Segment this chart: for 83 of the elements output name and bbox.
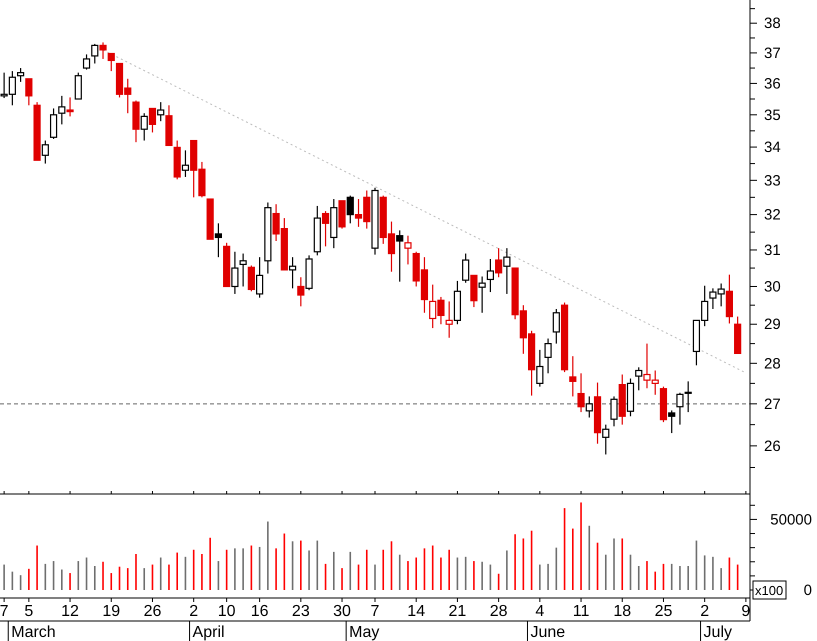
x-tick-label: 14 [407, 603, 426, 620]
candlestick [42, 140, 49, 164]
candlestick [676, 392, 684, 426]
candlestick [108, 52, 115, 72]
candlestick [503, 248, 510, 295]
candlestick [140, 112, 148, 142]
x-tick-label: 7 [370, 603, 380, 620]
candlestick [58, 95, 66, 125]
y-tick-label: 0 [804, 582, 812, 599]
y-tick-label: 36 [764, 75, 781, 92]
candlestick [668, 410, 676, 434]
y-tick-label: 31 [764, 242, 781, 259]
text: July [704, 624, 732, 641]
candlestick [17, 67, 24, 82]
candlestick [297, 276, 304, 307]
x-tick-label: 26 [144, 603, 162, 620]
candlestick [478, 276, 486, 314]
y-tick-label: 34 [764, 139, 781, 156]
text: March [11, 624, 56, 641]
x-tick-label: 21 [448, 603, 466, 620]
x-tick-label: 30 [333, 603, 352, 620]
text: May [349, 624, 380, 641]
candlestick [552, 308, 560, 344]
candlestick [544, 338, 552, 374]
text: April [192, 624, 225, 641]
y-tick-label: 35 [764, 106, 781, 124]
candlestick [322, 210, 330, 247]
x-tick-label: 25 [654, 603, 672, 620]
y-tick-label: 26 [764, 438, 781, 455]
candlestick [288, 256, 296, 289]
candlestick [346, 195, 354, 224]
y-tick-label: 32 [764, 206, 781, 224]
candlestick [91, 43, 98, 64]
x-tick-label: 12 [61, 603, 80, 620]
y-tick-label: 29 [764, 316, 781, 334]
candlestick [182, 150, 190, 178]
x-tick-label: 5 [24, 603, 34, 620]
y-tick-label: 28 [764, 355, 781, 372]
x-tick-label: 10 [218, 603, 236, 620]
candlestick [610, 396, 618, 427]
candlestick [569, 356, 576, 398]
candlestick [404, 235, 412, 266]
y-tick-label: 38 [764, 15, 781, 32]
candlestick [82, 54, 90, 70]
text: June [530, 624, 566, 641]
candlestick [240, 252, 247, 288]
candlestick [486, 258, 494, 293]
x-tick-label: 7 [0, 603, 9, 620]
y-tick-label: 37 [764, 44, 781, 62]
candlestick [495, 248, 502, 278]
x-tick-label: 2 [189, 603, 198, 620]
x-tick-label: 19 [102, 603, 120, 620]
candlestick [248, 264, 255, 292]
candlestick [586, 396, 593, 418]
y-tick-label: 30 [764, 278, 781, 296]
candlestick [602, 424, 610, 456]
x-tick-label: 18 [613, 603, 632, 620]
candlestick [214, 222, 222, 258]
candlestick [577, 372, 585, 413]
candlestick [25, 78, 32, 106]
candlestick [148, 108, 156, 134]
x-tick-label: 2 [700, 603, 710, 620]
x-tick-label: 4 [535, 603, 544, 620]
candlestick [74, 72, 82, 100]
x-tick-label: 23 [292, 603, 310, 620]
y-tick-label: 50000 [770, 511, 812, 528]
candlestick [536, 349, 544, 388]
x-tick-label: 9 [741, 603, 750, 620]
x-tick-label: 16 [250, 603, 269, 620]
candlestick [462, 252, 470, 284]
candlestick [256, 256, 264, 298]
y-tick-label: 27 [764, 396, 781, 413]
x-tick-label: 11 [572, 603, 590, 620]
candlestick [50, 108, 58, 140]
unit-box: x100 [752, 580, 786, 600]
candlestick [684, 380, 692, 413]
candlestick [396, 230, 404, 282]
candlestick [99, 42, 107, 60]
candlestick [157, 102, 164, 122]
candlestick [231, 251, 238, 295]
x-tick-label: 28 [490, 603, 508, 620]
y-tick-label: 33 [764, 172, 781, 190]
candlestick [66, 96, 74, 117]
